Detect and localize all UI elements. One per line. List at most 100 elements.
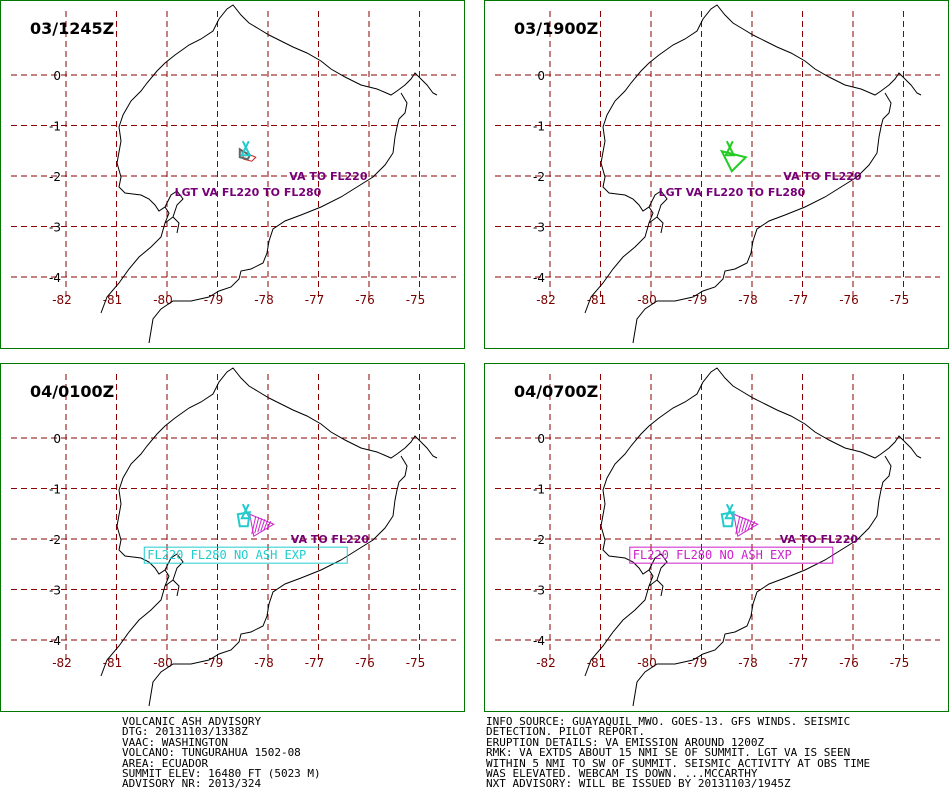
advisory-line: RMK: VA EXTDS ABOUT 15 NMI SE OF SUMMIT.…: [486, 746, 851, 760]
lon-tick-label: -78: [254, 293, 274, 307]
lon-tick-label: -82: [536, 293, 556, 307]
ash-polygon: [241, 150, 257, 162]
ash-hatch: [260, 519, 266, 532]
lat-tick-label: 0: [53, 69, 61, 83]
lon-tick-label: -79: [204, 293, 224, 307]
lon-tick-label: -80: [153, 656, 173, 670]
lat-tick-label: -1: [49, 483, 61, 497]
volcano-triangle: [724, 507, 736, 520]
ash-label: LGT VA FL220 TO FL280: [175, 186, 322, 199]
volcano-plume: [241, 503, 250, 513]
map-panel-4: 0 -1 -2 -3 -4 -82 -81 -80 -79 -78 -77 -76 -75 VA TO F…: [484, 363, 949, 712]
advisory-line: WITHIN 5 NMI TO SW OF SUMMIT. SEISMIC AC…: [486, 756, 871, 770]
ash-hatch: [741, 518, 747, 533]
map-panel-1: 0 -1 -2 -3 -4 -82 -81 -80 -79 -78 -77 -76 -75 VA TO F…: [0, 0, 465, 349]
lat-tick-label: -3: [49, 221, 61, 235]
lat-tick-label: -3: [49, 584, 61, 598]
lon-tick-label: -82: [52, 656, 72, 670]
lon-tick-label: -82: [52, 293, 72, 307]
ash-label: VA TO FL220: [291, 533, 370, 546]
panel-time: 04/0100Z: [30, 382, 115, 401]
ash-hatch: [266, 521, 272, 530]
coastline: [100, 367, 438, 707]
ash-label: VA TO FL220: [780, 533, 859, 546]
coastline: [100, 4, 438, 344]
lat-tick-label: 0: [537, 69, 545, 83]
ash-hatch: [263, 520, 269, 531]
volcano-icon: [240, 140, 252, 157]
ash-polygon-light: [238, 147, 252, 161]
ash-hatch: [744, 519, 750, 532]
lon-tick-label: -77: [789, 293, 809, 307]
lat-tick-label: -3: [533, 221, 545, 235]
volcano-plume: [725, 140, 734, 150]
no-ash-box: [629, 546, 834, 564]
advisory-right-text: INFO SOURCE: GUAYAQUIL MWO. GOES-13. GFS…: [486, 715, 871, 791]
no-ash-label: FL220 FL280 NO ASH EXP: [633, 548, 792, 562]
grid: [11, 374, 456, 664]
grid: [495, 11, 940, 301]
lon-tick-label: -76: [839, 293, 859, 307]
volcano-triangle: [240, 144, 252, 157]
advisory-line: INFO SOURCE: GUAYAQUIL MWO. GOES-13. GFS…: [486, 715, 851, 728]
lon-tick-label: -79: [688, 656, 708, 670]
lat-tick-label: 0: [53, 432, 61, 446]
volcano-plume: [725, 503, 734, 513]
lon-tick-label: -78: [254, 656, 274, 670]
lat-tick-label: -4: [533, 634, 545, 648]
lat-tick-label: -4: [49, 634, 61, 648]
advisory-line: AREA: ECUADOR: [122, 756, 209, 770]
panel-time: 04/0700Z: [514, 382, 599, 401]
ash-hatch: [738, 517, 744, 534]
ash-hatch: [257, 518, 263, 533]
lat-tick-label: -1: [49, 120, 61, 134]
ash-polygon-light: [236, 511, 251, 528]
ash-label: LGT VA FL220 TO FL280: [659, 186, 806, 199]
ash-hatch: [251, 516, 257, 535]
advisory-line: DETECTION. PILOT REPORT.: [486, 725, 645, 739]
lat-tick-label: -2: [49, 170, 61, 184]
lat-tick-label: -2: [533, 533, 545, 547]
advisory-line: VOLCANIC ASH ADVISORY: [122, 715, 262, 728]
volcano-icon: [724, 140, 736, 157]
map-panel-3: 0 -1 -2 -3 -4 -82 -81 -80 -79 -78 -77 -76 -75 VA TO F…: [0, 363, 465, 712]
lon-tick-label: -75: [406, 293, 426, 307]
lon-tick-label: -76: [839, 656, 859, 670]
volcano-icon: [240, 503, 252, 520]
advisory-line: DTG: 20131103/1338Z: [122, 725, 248, 739]
lon-tick-label: -78: [738, 293, 758, 307]
advisory-left-text: VOLCANIC ASH ADVISORY DTG: 20131103/1338…: [122, 715, 321, 791]
lat-tick-label: -1: [533, 120, 545, 134]
lon-tick-label: -76: [355, 656, 375, 670]
advisory-line: VOLCANO: TUNGURAHUA 1502-08: [122, 746, 301, 760]
advisory-line: WAS ELEVATED. WEBCAM IS DOWN. ...MCCARTH…: [486, 767, 758, 781]
advisory-line: SUMMIT ELEV: 16480 FT (5023 M): [122, 767, 321, 781]
ash-cloud: [238, 147, 257, 162]
lat-tick-label: 0: [537, 432, 545, 446]
lat-tick-label: -3: [533, 584, 545, 598]
lon-tick-label: -77: [305, 293, 325, 307]
lon-tick-label: -80: [637, 293, 657, 307]
lon-tick-label: -76: [355, 293, 375, 307]
grid: [11, 11, 456, 301]
lon-tick-label: -78: [738, 656, 758, 670]
grid: [495, 374, 940, 664]
ash-label: VA TO FL220: [783, 170, 862, 183]
volcano-triangle: [724, 144, 736, 157]
volcano-icon: [724, 503, 736, 520]
lat-tick-label: -4: [533, 271, 545, 285]
advisory-line: NXT ADVISORY: WILL BE ISSUED BY 20131103…: [486, 777, 791, 791]
lon-tick-label: -80: [153, 293, 173, 307]
advisory-line: ADVISORY NR: 2013/324: [122, 777, 262, 791]
lon-tick-label: -75: [890, 656, 910, 670]
ash-hatch: [750, 521, 756, 530]
lon-tick-label: -80: [637, 656, 657, 670]
lon-tick-label: -75: [890, 293, 910, 307]
map-panel-2: 0 -1 -2 -3 -4 -82 -81 -80 -79 -78 -77 -76 -75 VA TO F…: [484, 0, 949, 349]
lat-tick-label: -2: [49, 533, 61, 547]
lon-tick-label: -79: [688, 293, 708, 307]
coastline: [584, 4, 922, 344]
